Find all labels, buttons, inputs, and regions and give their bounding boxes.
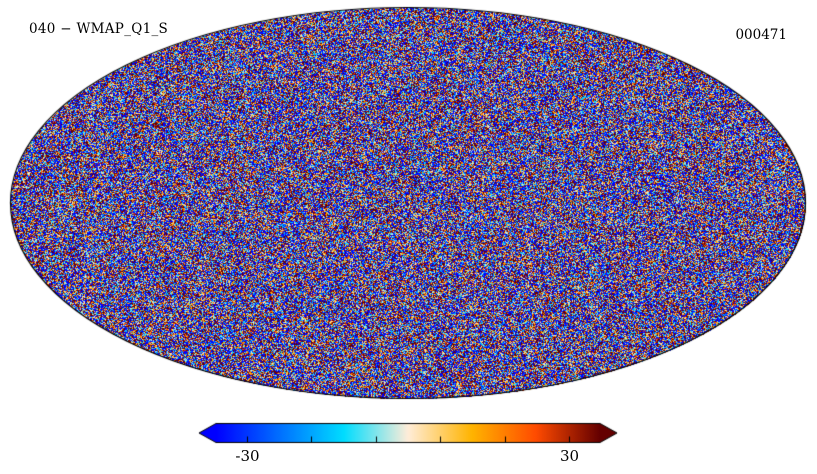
colorbar bbox=[198, 422, 618, 444]
sky-map-figure: 040 − WMAP_Q1_S 000471 -30 30 bbox=[0, 0, 817, 474]
mollweide-sky-map bbox=[9, 6, 807, 400]
colorbar-max-label: 30 bbox=[560, 447, 579, 465]
colorbar-min-label: -30 bbox=[235, 447, 259, 465]
colorbar-area: -30 30 bbox=[198, 422, 618, 472]
